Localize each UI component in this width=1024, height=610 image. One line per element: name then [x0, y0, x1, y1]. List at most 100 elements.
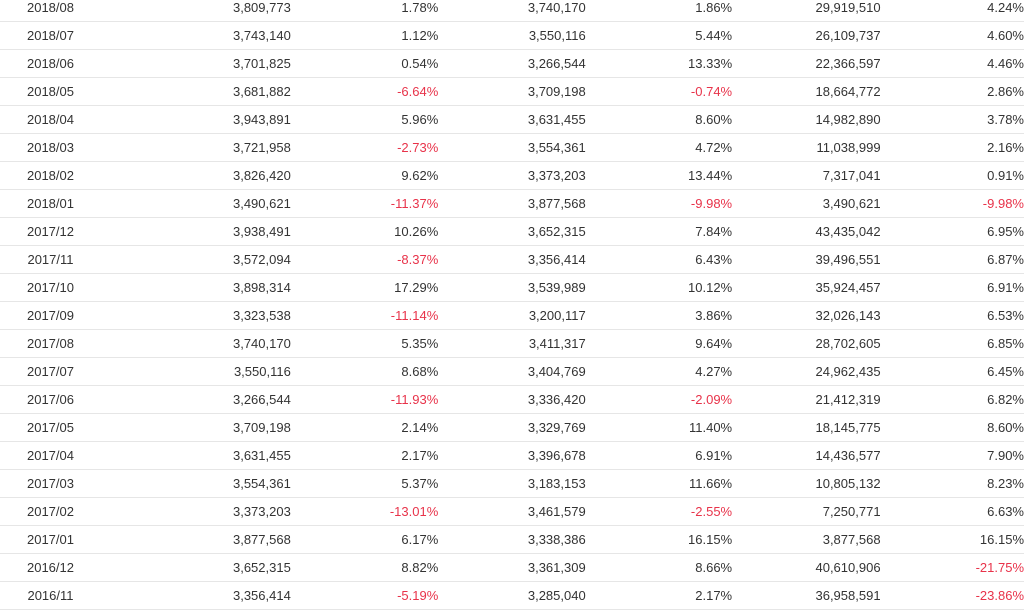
cumulative-cell: 11,038,999 — [732, 133, 881, 162]
cumulative-cell: 18,664,772 — [732, 77, 881, 106]
table-row: 2018/06 3,701,825 0.54% 3,266,544 13.33% 22,3… — [0, 49, 1024, 78]
value-b-cell: 3,539,989 — [438, 273, 586, 302]
table-row: 2017/05 3,709,198 2.14% 3,329,769 11.40% 18,1… — [0, 413, 1024, 442]
month-cell: 2018/08 — [0, 0, 101, 22]
change-b-cell: 5.44% — [585, 21, 733, 50]
change-a-cell: 10.26% — [290, 217, 439, 246]
cumulative-cell: 3,877,568 — [732, 525, 881, 554]
cumulative-cell: 24,962,435 — [732, 357, 881, 386]
cumulative-change-cell: 6.87% — [880, 245, 1024, 274]
table-row: 2018/08 3,809,773 1.78% 3,740,170 1.86% 29,91… — [0, 0, 1024, 22]
cumulative-cell: 40,610,906 — [732, 553, 881, 582]
value-b-cell: 3,740,170 — [438, 0, 586, 22]
month-cell: 2016/11 — [0, 581, 101, 610]
value-a-cell: 3,550,116 — [100, 357, 291, 386]
cumulative-change-cell: 4.46% — [880, 49, 1024, 78]
cumulative-change-cell: 7.90% — [880, 441, 1024, 470]
change-b-cell: 11.66% — [585, 469, 733, 498]
value-a-cell: 3,266,544 — [100, 385, 291, 414]
change-b-cell: 6.91% — [585, 441, 733, 470]
value-b-cell: 3,200,117 — [438, 301, 586, 330]
change-a-cell: 5.96% — [290, 105, 439, 134]
value-b-cell: 3,329,769 — [438, 413, 586, 442]
month-cell: 2017/12 — [0, 217, 101, 246]
value-b-cell: 3,266,544 — [438, 49, 586, 78]
table-row: 2018/03 3,721,958 -2.73% 3,554,361 4.72% 11,0… — [0, 133, 1024, 162]
cumulative-change-cell: 6.82% — [880, 385, 1024, 414]
change-b-cell: 4.27% — [585, 357, 733, 386]
change-b-cell: -0.74% — [585, 77, 733, 106]
month-cell: 2018/02 — [0, 161, 101, 190]
cumulative-change-cell: 2.16% — [880, 133, 1024, 162]
cumulative-change-cell: 8.60% — [880, 413, 1024, 442]
change-b-cell: 13.44% — [585, 161, 733, 190]
table-row: 2017/06 3,266,544 -11.93% 3,336,420 -2.09% 21… — [0, 385, 1024, 414]
month-cell: 2018/03 — [0, 133, 101, 162]
value-b-cell: 3,338,386 — [438, 525, 586, 554]
table-row: 2017/11 3,572,094 -8.37% 3,356,414 6.43% 39,4… — [0, 245, 1024, 274]
change-a-cell: 17.29% — [290, 273, 439, 302]
cumulative-cell: 10,805,132 — [732, 469, 881, 498]
value-a-cell: 3,826,420 — [100, 161, 291, 190]
cumulative-change-cell: 16.15% — [880, 525, 1024, 554]
cumulative-cell: 39,496,551 — [732, 245, 881, 274]
value-b-cell: 3,461,579 — [438, 497, 586, 526]
cumulative-cell: 7,250,771 — [732, 497, 881, 526]
cumulative-change-cell: 8.23% — [880, 469, 1024, 498]
value-b-cell: 3,411,317 — [438, 329, 586, 358]
table-row: 2017/09 3,323,538 -11.14% 3,200,117 3.86% 32,… — [0, 301, 1024, 330]
cumulative-cell: 21,412,319 — [732, 385, 881, 414]
change-a-cell: -6.64% — [290, 77, 439, 106]
value-b-cell: 3,396,678 — [438, 441, 586, 470]
value-a-cell: 3,631,455 — [100, 441, 291, 470]
cumulative-cell: 36,958,591 — [732, 581, 881, 610]
value-a-cell: 3,898,314 — [100, 273, 291, 302]
change-a-cell: -11.37% — [290, 189, 439, 218]
change-a-cell: 5.37% — [290, 469, 439, 498]
value-a-cell: 3,554,361 — [100, 469, 291, 498]
table-row: 2017/01 3,877,568 6.17% 3,338,386 16.15% 3,87… — [0, 525, 1024, 554]
value-b-cell: 3,285,040 — [438, 581, 586, 610]
table-row: 2017/04 3,631,455 2.17% 3,396,678 6.91% 14,43… — [0, 441, 1024, 470]
change-a-cell: 6.17% — [290, 525, 439, 554]
change-b-cell: -2.55% — [585, 497, 733, 526]
value-a-cell: 3,721,958 — [100, 133, 291, 162]
month-cell: 2018/05 — [0, 77, 101, 106]
change-b-cell: 3.86% — [585, 301, 733, 330]
table-row: 2018/07 3,743,140 1.12% 3,550,116 5.44% 26,10… — [0, 21, 1024, 50]
cumulative-change-cell: 6.95% — [880, 217, 1024, 246]
table-row: 2016/12 3,652,315 8.82% 3,361,309 8.66% 40,61… — [0, 553, 1024, 582]
month-cell: 2018/06 — [0, 49, 101, 78]
cumulative-change-cell: -21.75% — [880, 553, 1024, 582]
month-cell: 2017/07 — [0, 357, 101, 386]
change-a-cell: -11.14% — [290, 301, 439, 330]
month-cell: 2018/01 — [0, 189, 101, 218]
change-b-cell: 9.64% — [585, 329, 733, 358]
value-b-cell: 3,554,361 — [438, 133, 586, 162]
value-b-cell: 3,183,153 — [438, 469, 586, 498]
month-cell: 2017/01 — [0, 525, 101, 554]
value-a-cell: 3,709,198 — [100, 413, 291, 442]
table-row: 2018/01 3,490,621 -11.37% 3,877,568 -9.98% 3,… — [0, 189, 1024, 218]
month-cell: 2016/12 — [0, 553, 101, 582]
change-a-cell: 2.17% — [290, 441, 439, 470]
value-a-cell: 3,943,891 — [100, 105, 291, 134]
table-row: 2017/10 3,898,314 17.29% 3,539,989 10.12% 35,… — [0, 273, 1024, 302]
change-b-cell: 11.40% — [585, 413, 733, 442]
cumulative-change-cell: -23.86% — [880, 581, 1024, 610]
change-a-cell: 1.78% — [290, 0, 439, 22]
cumulative-cell: 18,145,775 — [732, 413, 881, 442]
value-b-cell: 3,361,309 — [438, 553, 586, 582]
value-b-cell: 3,877,568 — [438, 189, 586, 218]
value-a-cell: 3,490,621 — [100, 189, 291, 218]
change-b-cell: 7.84% — [585, 217, 733, 246]
cumulative-change-cell: 6.91% — [880, 273, 1024, 302]
change-a-cell: 9.62% — [290, 161, 439, 190]
cumulative-change-cell: 2.86% — [880, 77, 1024, 106]
month-cell: 2017/10 — [0, 273, 101, 302]
table-row: 2017/12 3,938,491 10.26% 3,652,315 7.84% 43,4… — [0, 217, 1024, 246]
table-row: 2018/04 3,943,891 5.96% 3,631,455 8.60% 14,98… — [0, 105, 1024, 134]
table-row: 2018/02 3,826,420 9.62% 3,373,203 13.44% 7,31… — [0, 161, 1024, 190]
cumulative-change-cell: 6.85% — [880, 329, 1024, 358]
